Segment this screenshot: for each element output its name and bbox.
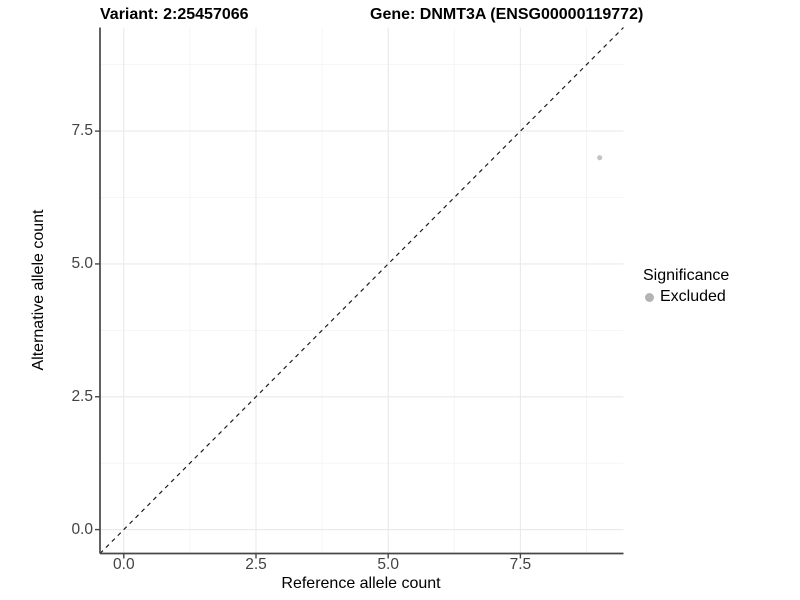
- legend-title: Significance: [643, 267, 730, 284]
- legend-point-icon: [645, 292, 654, 302]
- y-axis-title: Alternative allele count: [30, 209, 47, 371]
- x-axis-title: Reference allele count: [281, 575, 441, 592]
- x-tick-label-2: 5.0: [377, 556, 399, 573]
- legend-item-excluded: Excluded: [643, 288, 729, 306]
- data-point: [597, 155, 603, 161]
- identity-dashed-line: [99, 27, 624, 554]
- y-tick-label-2: 5.0: [71, 255, 93, 272]
- x-tick-label-3: 7.5: [509, 556, 532, 573]
- y-tick-label-3: 7.5: [71, 122, 93, 140]
- y-tick-label-1: 2.5: [71, 387, 93, 405]
- plot-title-gene: Gene: DNMT3A (ENSG00000119772): [370, 6, 644, 23]
- x-tick-label-1: 2.5: [245, 556, 267, 573]
- y-tick-label-0: 0.0: [71, 520, 93, 538]
- x-tick-label-0: 0.0: [113, 556, 135, 573]
- plot-title-variant: Variant: 2:25457066: [100, 6, 249, 23]
- legend: Significance Excluded: [643, 267, 729, 306]
- legend-item-label: Excluded: [660, 288, 726, 305]
